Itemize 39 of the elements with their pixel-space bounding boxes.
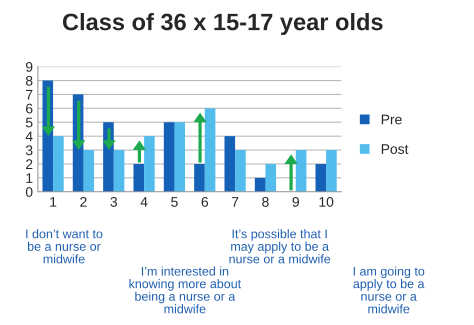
y-tick-label: 8 <box>26 76 32 86</box>
x-tick-label: 1 <box>50 197 56 207</box>
x-tick-label: 8 <box>262 196 269 207</box>
bar <box>174 122 186 192</box>
y-tick-label: 6 <box>26 104 32 114</box>
x-tick-label: 6 <box>202 196 208 207</box>
bar <box>114 150 124 192</box>
x-tick-label: 10 <box>319 196 334 207</box>
x-tick-label: 2 <box>80 196 87 207</box>
bar <box>265 164 276 192</box>
text: I’m interested in knowing more about being a nurse or a midwife <box>129 266 242 314</box>
y-tick-label: 9 <box>26 62 32 72</box>
bar <box>83 150 94 192</box>
text: I don’t want to be a nurse or midwife <box>26 229 102 264</box>
legend-label: Pre <box>382 114 402 124</box>
bar <box>315 164 326 192</box>
y-tick-label: 3 <box>26 145 32 156</box>
y-tick-label: 0 <box>26 187 33 197</box>
x-tick-label: 9 <box>292 196 299 207</box>
y-tick-label: 2 <box>26 159 32 169</box>
y-tick-label: 5 <box>26 118 32 128</box>
y-tick-label: 7 <box>26 90 32 100</box>
y-tick-label: 1 <box>26 173 32 183</box>
text: I am going to apply to be a nurse or a midwife <box>353 266 424 314</box>
bar <box>164 122 174 192</box>
y-tick-label: 4 <box>26 132 33 142</box>
bar <box>224 136 236 192</box>
chart-title: Class of 36 x 15-17 year olds <box>62 13 383 36</box>
bar <box>53 136 64 192</box>
bar <box>235 150 246 192</box>
bar <box>326 150 337 192</box>
x-tick-label: 4 <box>140 197 148 207</box>
bar <box>254 178 266 192</box>
x-tick-label: 3 <box>110 196 118 207</box>
x-tick-label: 7 <box>232 197 238 207</box>
text: It’s possible that I may apply to be a nurse or a midwife <box>229 229 330 264</box>
legend-label: Post <box>382 144 408 154</box>
x-tick-label: 5 <box>171 197 178 207</box>
bar <box>144 136 155 192</box>
